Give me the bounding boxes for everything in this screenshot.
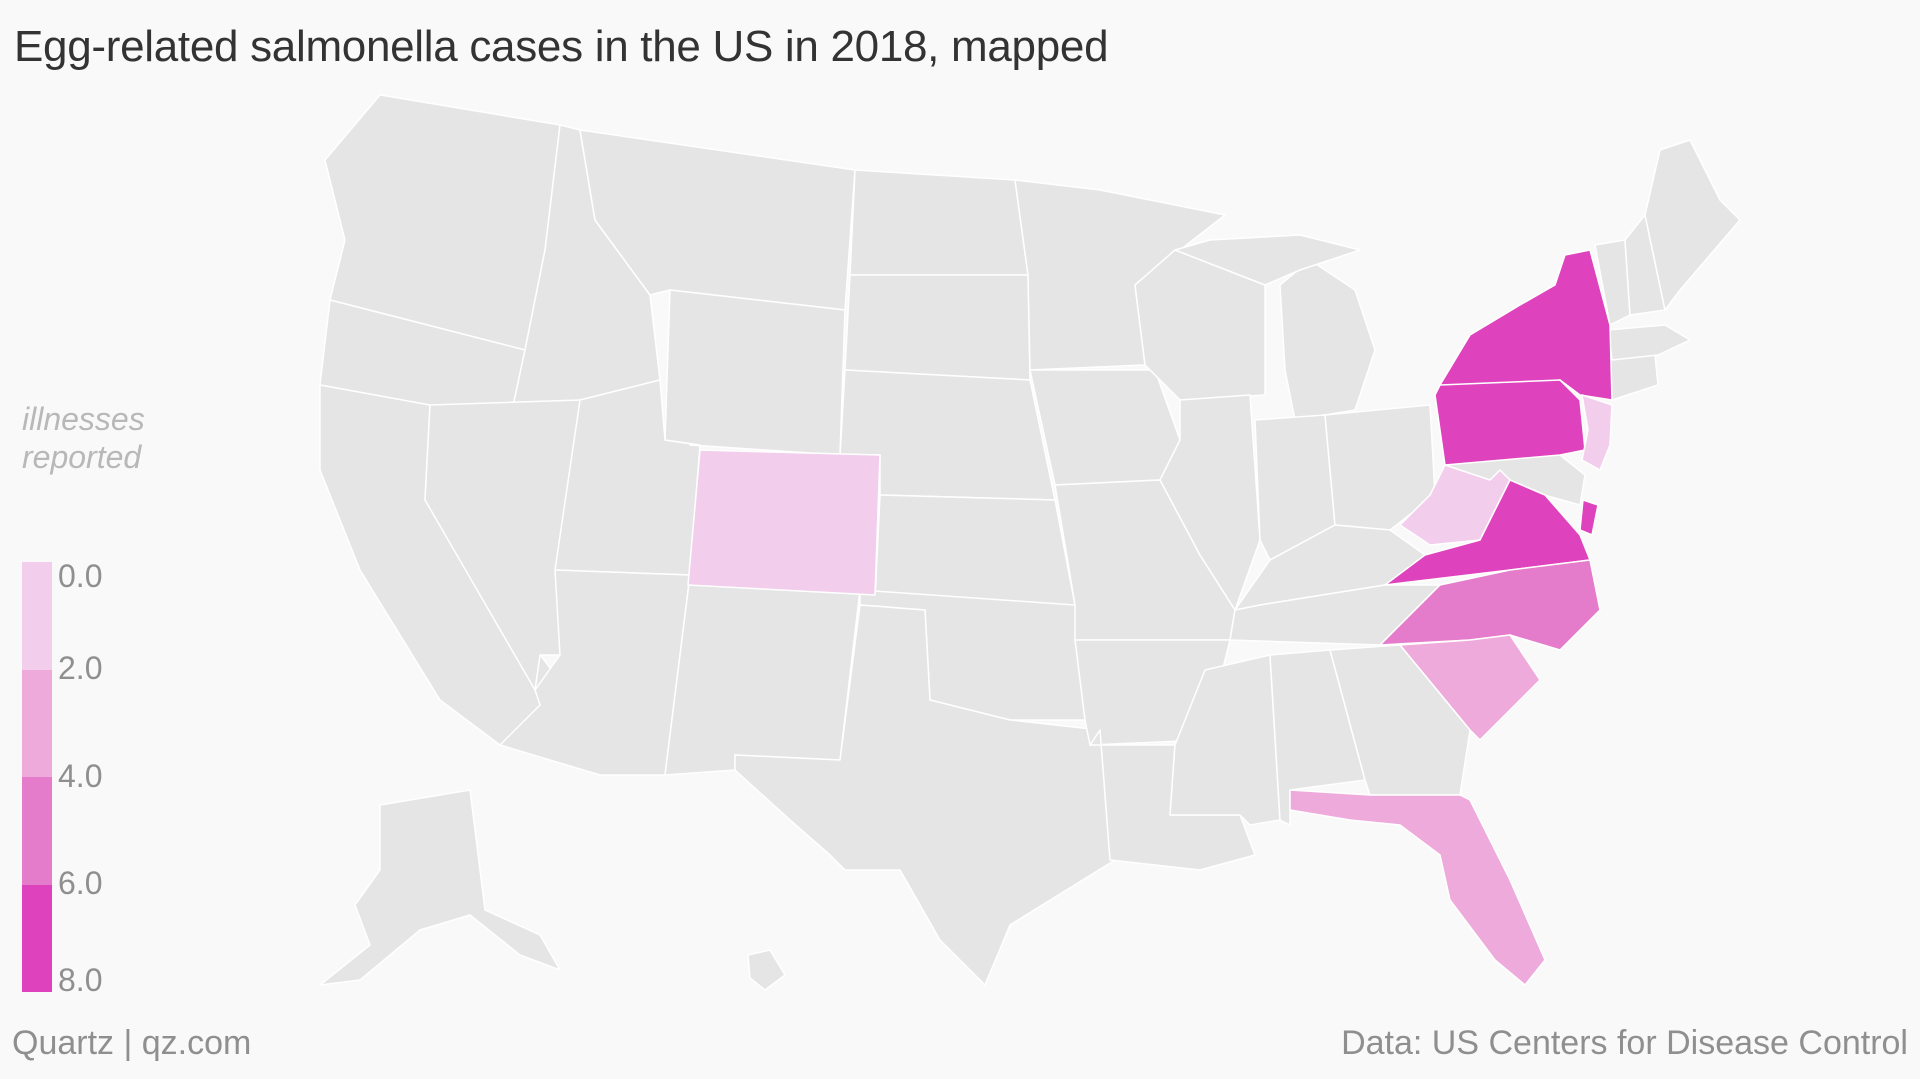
legend-tick-0: 0.0	[58, 558, 103, 594]
state-massachusetts	[1607, 324, 1691, 361]
legend-swatch-0-2	[22, 562, 52, 670]
state-pennsylvania	[1434, 379, 1586, 466]
legend-swatch-4-6	[22, 777, 52, 885]
state-delaware	[1579, 499, 1599, 536]
legend-color-bar	[22, 562, 52, 992]
state-michigan	[1279, 259, 1376, 421]
state-wyoming	[664, 289, 846, 456]
state-iowa	[1029, 369, 1181, 486]
legend-tick-6: 6.0	[58, 865, 103, 901]
state-south-carolina	[1399, 634, 1541, 741]
legend-title: illnesses reported	[22, 400, 145, 476]
legend-swatch-2-4	[22, 669, 52, 777]
state-hawaii	[747, 949, 786, 991]
legend-tick-2: 2.0	[58, 650, 103, 686]
footer-source: Data: US Centers for Disease Control	[1341, 1024, 1908, 1062]
legend-tick-4: 4.0	[58, 758, 103, 794]
state-texas	[734, 604, 1116, 986]
highlighted-states	[687, 249, 1613, 986]
state-new-york	[1439, 249, 1613, 401]
state-florida	[1289, 789, 1546, 986]
state-north-dakota	[849, 169, 1029, 276]
legend-title-line-1: illnesses	[22, 401, 145, 437]
state-new-jersey	[1581, 394, 1613, 471]
state-michigan-up	[1174, 234, 1361, 286]
legend-title-line-2: reported	[22, 439, 142, 475]
state-maine	[1644, 139, 1741, 311]
state-south-dakota	[844, 274, 1031, 381]
state-colorado	[687, 449, 881, 596]
legend-tick-8: 8.0	[58, 962, 103, 998]
state-connecticut	[1609, 354, 1659, 401]
chart-title: Egg-related salmonella cases in the US i…	[14, 22, 1109, 71]
state-new-mexico	[664, 574, 861, 776]
state-illinois	[1159, 394, 1261, 611]
base-states	[319, 94, 1741, 991]
state-alaska	[319, 789, 561, 986]
footer-credit: Quartz | qz.com	[12, 1024, 252, 1062]
legend-swatch-6-8	[22, 884, 52, 992]
state-kansas	[874, 494, 1076, 606]
